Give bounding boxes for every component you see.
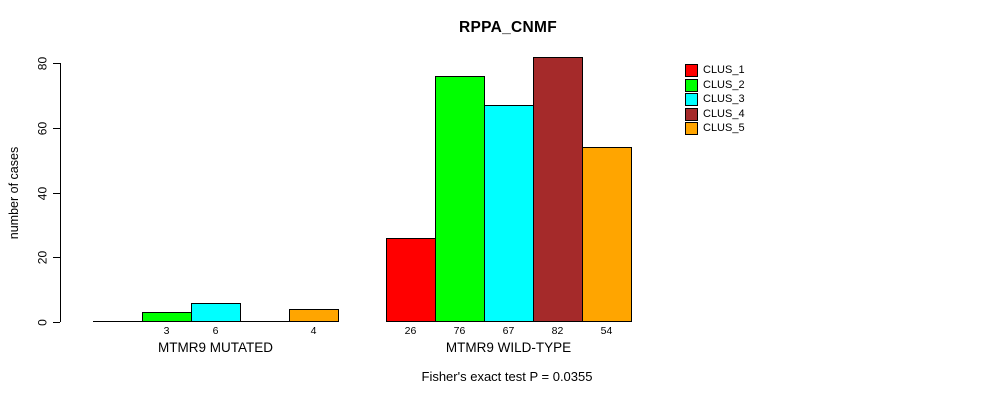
y-tick-label: 20 <box>35 250 50 265</box>
legend-swatch <box>685 122 698 135</box>
y-tick <box>53 257 60 258</box>
legend-swatch <box>685 93 698 106</box>
bar <box>582 147 632 322</box>
bar-value-label: 4 <box>310 325 317 337</box>
y-tick <box>53 193 60 194</box>
bar-value-label: 54 <box>600 325 613 337</box>
group-label: MTMR9 WILD-TYPE <box>445 340 572 355</box>
bar <box>484 105 534 322</box>
y-tick-label: 0 <box>35 319 50 326</box>
bar-value-label: 76 <box>453 325 466 337</box>
bar-value-label: 67 <box>502 325 515 337</box>
y-axis-line <box>60 63 61 322</box>
y-tick <box>53 128 60 129</box>
fishers-test-annotation: Fisher's exact test P = 0.0355 <box>421 369 593 384</box>
bar <box>142 312 192 322</box>
legend-label: CLUS_2 <box>703 79 745 91</box>
bar <box>435 76 485 322</box>
y-tick-label: 60 <box>35 121 50 136</box>
group-label: MTMR9 MUTATED <box>158 340 273 355</box>
y-tick-label: 40 <box>35 186 50 201</box>
bar-value-label: 3 <box>163 325 170 337</box>
legend-label: CLUS_4 <box>703 108 745 120</box>
legend-label: CLUS_3 <box>703 93 745 105</box>
legend-label: CLUS_1 <box>703 64 745 76</box>
bar-value-label: 6 <box>212 325 219 337</box>
y-tick-label: 80 <box>35 56 50 71</box>
bar <box>289 309 339 322</box>
legend-swatch <box>685 79 698 92</box>
legend-swatch <box>685 64 698 77</box>
bar <box>386 238 436 322</box>
bar-value-label: 26 <box>404 325 417 337</box>
chart-title: RPPA_CNMF <box>458 19 557 36</box>
legend-swatch <box>685 108 698 121</box>
y-tick <box>53 63 60 64</box>
bar <box>533 57 583 322</box>
bar-value-label: 82 <box>551 325 564 337</box>
y-tick <box>53 322 60 323</box>
legend-label: CLUS_5 <box>703 122 745 134</box>
bar <box>191 303 241 322</box>
